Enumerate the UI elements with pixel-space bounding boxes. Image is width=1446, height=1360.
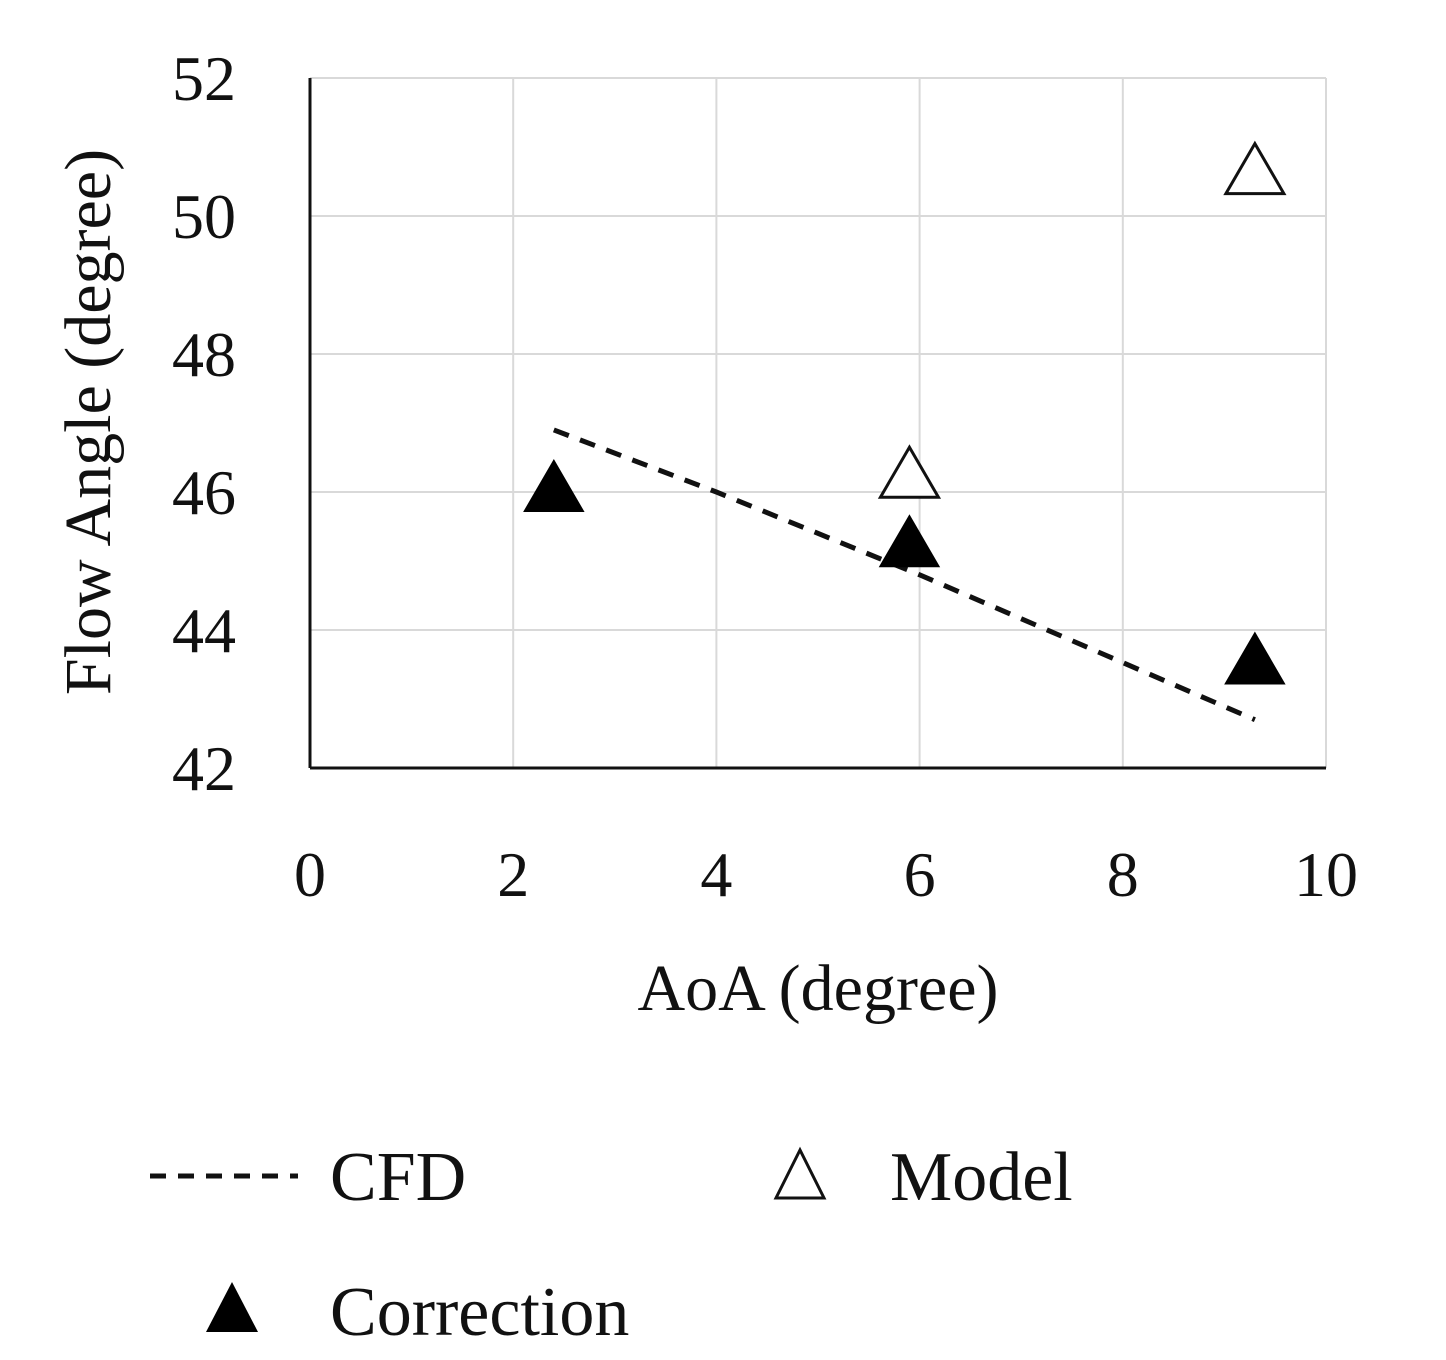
x-tick-label: 0	[294, 839, 326, 910]
model-point	[1223, 140, 1287, 196]
legend-cfd-label: CFD	[330, 1139, 466, 1216]
legend-correction-label: Correction	[330, 1274, 629, 1351]
legend-correction-swatch	[206, 1282, 258, 1332]
x-axis-title: AoA (degree)	[637, 952, 998, 1025]
correction-point	[878, 514, 941, 568]
x-tick-label: 4	[700, 839, 732, 910]
correction-point	[1224, 631, 1286, 685]
model-point	[877, 444, 942, 499]
y-tick-label: 42	[172, 733, 236, 804]
legend: CFD Model Correction	[150, 1139, 1073, 1351]
y-axis-title: Flow Angle (degree)	[52, 149, 125, 695]
y-tick-label: 52	[172, 43, 236, 114]
x-tick-label: 2	[497, 839, 529, 910]
y-tick-label: 44	[172, 595, 236, 666]
x-tick-label: 10	[1294, 839, 1358, 910]
y-tick-label: 50	[172, 181, 236, 252]
legend-model-label: Model	[890, 1139, 1073, 1216]
plot-area	[523, 140, 1287, 722]
axes	[308, 78, 1326, 770]
x-tick-label: 8	[1107, 839, 1139, 910]
y-tick-label: 46	[172, 457, 236, 528]
correction-point	[523, 459, 585, 512]
legend-model-swatch	[773, 1146, 827, 1200]
x-tick-label: 6	[904, 839, 936, 910]
series-cfd-line	[552, 427, 1256, 722]
gridlines	[310, 77, 1327, 768]
y-tick-label: 48	[172, 319, 236, 390]
